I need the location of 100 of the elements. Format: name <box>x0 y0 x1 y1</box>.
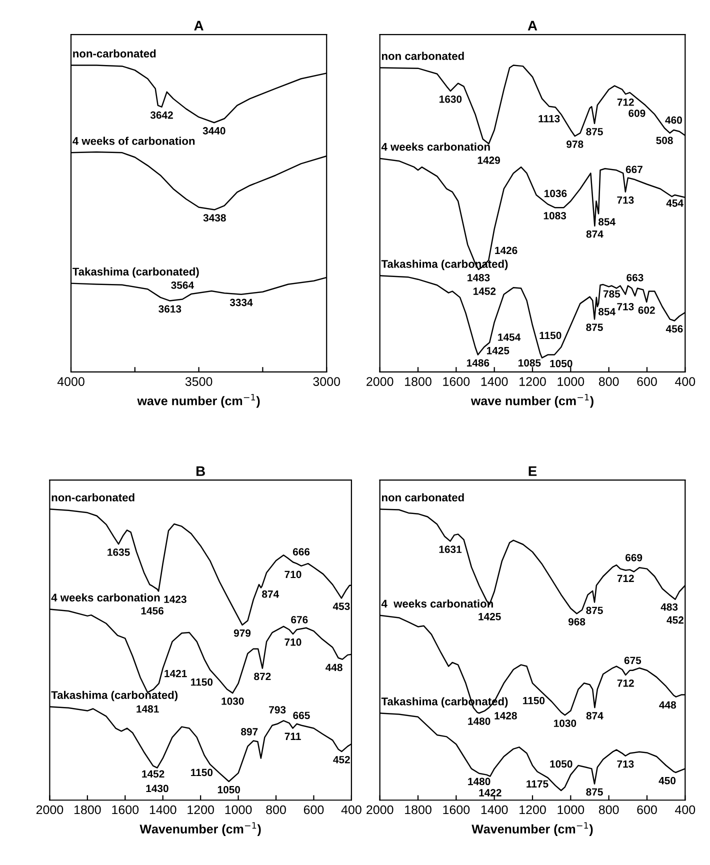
annotation: 875 <box>586 788 603 796</box>
series-label: 4 weeks carbonation <box>51 593 160 602</box>
annotation: 1036 <box>544 190 567 198</box>
annotation: 874 <box>586 230 604 238</box>
annotation: 1422 <box>479 789 502 796</box>
x-tick-label: 1000 <box>558 805 584 814</box>
x-tick-label: 1600 <box>443 805 470 814</box>
annotation: 669 <box>626 554 642 562</box>
series-label: Takashima (carbonated) <box>51 690 178 702</box>
annotation: 1050 <box>550 760 572 768</box>
annotation: 979 <box>234 629 251 637</box>
annotation: 3613 <box>158 305 182 313</box>
annotation: 1454 <box>498 334 521 341</box>
annotation: 713 <box>617 760 634 768</box>
annotation: 1428 <box>494 712 517 720</box>
annotation: 712 <box>617 574 634 582</box>
x-axis-title: Wavenumber (cm$^{−1}$) <box>472 822 593 836</box>
annotation: 1030 <box>554 720 576 727</box>
x-axis-title: wave number (cm$^{−1}$) <box>470 394 594 408</box>
annotation: 3564 <box>171 282 194 289</box>
annotation: 897 <box>241 728 258 736</box>
annotation: 1050 <box>218 786 240 794</box>
annotation: 1113 <box>538 114 560 122</box>
annotation: 785 <box>603 290 620 298</box>
x-tick-label: 1200 <box>520 377 546 386</box>
series-label: non carbonated <box>382 52 464 60</box>
annotation: 663 <box>626 274 644 282</box>
annotation: 675 <box>624 656 642 664</box>
x-tick-label: 400 <box>675 377 696 386</box>
annotation: 1050 <box>550 360 572 368</box>
series-label: 4 weeks carbonation <box>381 599 493 608</box>
x-tick-label: 400 <box>675 805 696 814</box>
x-tick-label: 800 <box>266 805 286 814</box>
annotation: 1083 <box>544 212 566 220</box>
annotation: 1425 <box>486 346 510 354</box>
x-tick-label: 1600 <box>443 377 470 386</box>
annotation: 1175 <box>526 780 548 788</box>
annotation: 456 <box>666 325 683 333</box>
x-tick-label: 4000 <box>57 377 84 386</box>
annotation: 1452 <box>473 288 496 295</box>
annotation: 676 <box>291 616 308 624</box>
annotation: 1150 <box>191 768 213 776</box>
x-tick-label: 1800 <box>405 377 432 386</box>
x-tick-label: 1000 <box>558 377 584 386</box>
annotation: 460 <box>665 116 682 124</box>
annotation: 1481 <box>136 705 159 713</box>
annotation: 713 <box>617 196 634 204</box>
annotation: 1085 <box>518 359 541 367</box>
annotation: 872 <box>254 672 271 680</box>
x-tick-label: 3500 <box>185 377 212 386</box>
series-label: non carbonated <box>382 493 464 502</box>
annotation: 1030 <box>222 697 244 705</box>
x-tick-label: 1000 <box>225 805 252 814</box>
annotation: 1150 <box>540 332 562 340</box>
annotation: 1421 <box>164 670 187 678</box>
series-label: 4 weeks carbonation <box>381 142 490 151</box>
x-tick-label: 1400 <box>150 805 176 814</box>
annotation: 454 <box>666 200 684 207</box>
annotation: 665 <box>293 712 310 720</box>
chart-title: A <box>194 20 204 30</box>
x-tick-label: 2000 <box>366 377 394 386</box>
annotation: 712 <box>617 98 634 106</box>
annotation: 875 <box>586 324 603 332</box>
annotation: 711 <box>284 732 301 740</box>
x-tick-label: 1200 <box>520 805 546 814</box>
x-tick-label: 2000 <box>36 805 64 814</box>
annotation: 710 <box>284 570 302 578</box>
annotation: 448 <box>326 664 342 672</box>
x-tick-label: 800 <box>598 377 619 386</box>
annotation: 874 <box>262 590 280 598</box>
annotation: 3438 <box>203 214 226 222</box>
annotation: 712 <box>617 679 634 687</box>
annotation: 3642 <box>150 111 173 119</box>
x-tick-label: 1200 <box>188 805 214 814</box>
x-tick-label: 1800 <box>74 805 101 814</box>
x-tick-label: 1400 <box>481 805 508 814</box>
annotation: 1429 <box>478 156 500 164</box>
annotation: 1430 <box>146 784 168 792</box>
x-tick-label: 600 <box>637 377 657 386</box>
annotation: 448 <box>659 701 676 709</box>
x-axis-title: Wavenumber (cm$^{−1}$) <box>140 822 261 836</box>
x-tick-label: 2000 <box>366 805 394 814</box>
annotation: 450 <box>658 776 676 784</box>
annotation: 1452 <box>142 770 164 778</box>
annotation: 1631 <box>439 546 462 554</box>
series-label: Takashima (carbonated) <box>72 267 199 278</box>
annotation: 3334 <box>230 298 253 306</box>
x-axis-title: wave number (cm$^{−1}$) <box>137 394 260 408</box>
annotation: 874 <box>586 712 604 720</box>
series-label: 4 weeks of carbonation <box>72 136 195 145</box>
annotation: 508 <box>656 136 673 144</box>
annotation: 875 <box>586 128 603 136</box>
chart-title: B <box>196 466 205 476</box>
series-label: non-carbonated <box>73 49 156 58</box>
x-tick-label: 400 <box>341 805 362 814</box>
annotation: 1150 <box>523 696 545 704</box>
x-tick-label: 600 <box>304 805 324 814</box>
annotation: 1630 <box>440 95 462 103</box>
annotation: 3440 <box>202 127 226 134</box>
series-label: non-carbonated <box>52 493 134 502</box>
